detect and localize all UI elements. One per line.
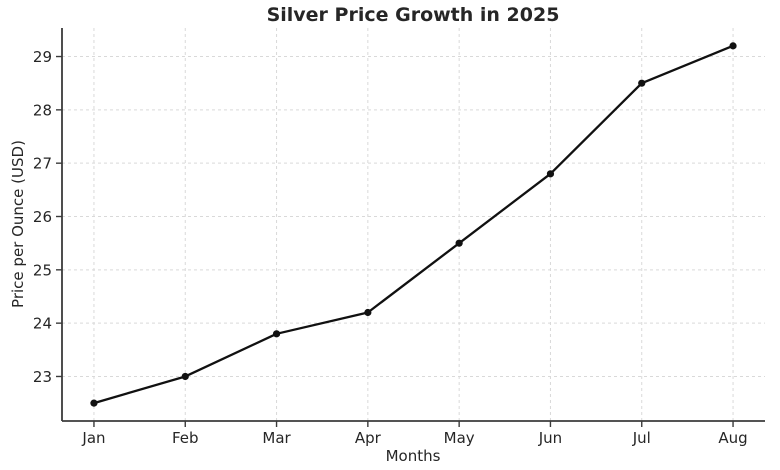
x-tick-label: Jul: [632, 429, 651, 447]
y-axis-label: Price per Ounce (USD): [9, 140, 27, 308]
y-tick-label: 23: [33, 368, 52, 386]
series-layer: [90, 42, 737, 407]
data-point-marker: [272, 330, 281, 338]
data-point-marker: [364, 308, 372, 317]
chart-title: Silver Price Growth in 2025: [267, 4, 560, 26]
data-point-marker: [638, 79, 646, 87]
data-point-marker: [729, 42, 737, 50]
price-line-series: [92, 44, 735, 405]
y-tick-label: 25: [33, 261, 52, 279]
tick-labels-layer: 23 24 25 26 27 28 29 Jan Feb Mar Apr May Jun Jul Aug: [33, 48, 748, 447]
x-tick-label: Jun: [538, 429, 562, 447]
x-tick-label: Jan: [81, 429, 105, 447]
x-tick-label: Apr: [355, 429, 382, 447]
x-tick-label: Aug: [718, 429, 747, 447]
x-tick-label: May: [444, 429, 475, 447]
data-point-marker: [455, 239, 463, 247]
y-tick-label: 29: [33, 48, 52, 66]
gridlines-layer: [62, 28, 765, 421]
axes-layer: [56, 28, 765, 427]
y-tick-label: 28: [33, 101, 52, 119]
y-tick-label: 27: [33, 155, 52, 173]
data-point-marker: [546, 170, 555, 178]
data-point-marker: [181, 372, 189, 381]
y-tick-label: 24: [33, 315, 52, 333]
x-axis-label: Months: [386, 447, 441, 465]
x-tick-label: Feb: [172, 429, 199, 447]
x-tick-label: Mar: [262, 429, 291, 447]
data-point-marker: [90, 399, 98, 407]
y-tick-label: 26: [33, 208, 52, 226]
